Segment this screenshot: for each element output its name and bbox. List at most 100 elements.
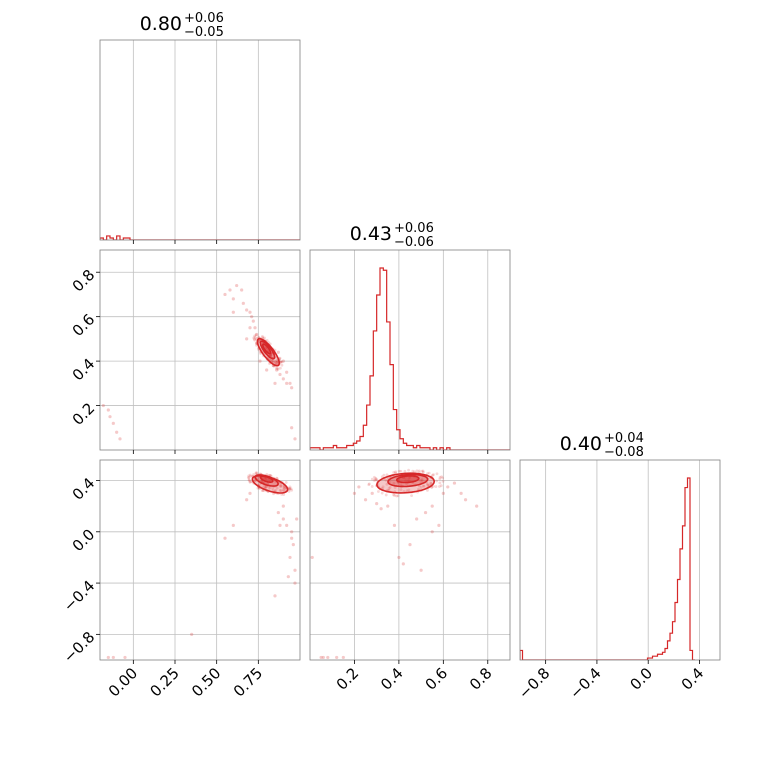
sample-point: [407, 468, 410, 472]
sample-point: [281, 377, 285, 381]
sample-point: [438, 481, 442, 485]
sample-point: [380, 475, 384, 479]
x-tick-label: 0.2: [333, 664, 363, 694]
sample-point: [279, 485, 282, 488]
sample-point: [429, 481, 433, 485]
sample-point: [284, 481, 288, 484]
sample-point: [438, 477, 442, 481]
param-title-plus: +0.04: [604, 431, 644, 446]
param-title-plus: +0.06: [184, 11, 224, 26]
sample-point: [256, 486, 260, 490]
sample-point: [288, 555, 292, 560]
sample-point: [415, 517, 419, 521]
sample-point: [422, 484, 426, 488]
param-title-median: 0.40: [560, 433, 602, 455]
sample-point: [384, 478, 388, 482]
sample-point: [290, 536, 294, 540]
sample-point: [430, 530, 434, 534]
sample-point: [251, 319, 255, 323]
sample-point: [399, 482, 403, 486]
sample-point: [252, 473, 256, 476]
sample-point: [293, 437, 297, 441]
sample-point: [393, 494, 397, 497]
sample-point: [288, 487, 292, 491]
sample-point: [408, 476, 412, 480]
sample-point: [278, 488, 282, 492]
sample-point: [403, 469, 407, 473]
sample-point: [375, 501, 379, 506]
sample-point: [417, 487, 420, 491]
sample-point: [363, 498, 368, 502]
sample-point: [290, 488, 294, 492]
sample-point: [397, 469, 401, 473]
sample-point: [247, 478, 251, 482]
sample-point: [274, 361, 278, 364]
sample-point: [111, 421, 115, 425]
sample-point: [111, 655, 115, 660]
pair-frame: [99, 249, 301, 451]
sample-point: [264, 485, 268, 489]
sample-point: [258, 359, 262, 363]
x-tick-label: 0.50: [188, 664, 224, 700]
sample-point: [273, 594, 277, 598]
hist-frame: [309, 249, 511, 451]
sample-point: [394, 470, 398, 474]
x-tick-label: 0.4: [377, 664, 407, 694]
sample-point: [352, 491, 357, 495]
hist-background: [310, 250, 510, 450]
sample-point: [434, 485, 438, 488]
sample-point: [281, 504, 285, 508]
sample-point: [420, 479, 424, 483]
sample-point: [118, 437, 122, 441]
sample-point: [421, 484, 425, 488]
sample-point: [396, 494, 400, 498]
sample-point: [419, 486, 423, 489]
sample-point: [386, 504, 390, 508]
sample-point: [106, 655, 110, 660]
sample-point: [257, 335, 261, 339]
sample-point: [247, 476, 251, 479]
sample-point: [253, 335, 257, 339]
sample-point: [282, 488, 285, 492]
y-tick-label: 0.2: [69, 399, 99, 429]
sample-point: [387, 487, 391, 490]
y-tick-label: 0.4: [69, 355, 99, 385]
sample-point: [420, 478, 424, 481]
sample-point: [388, 485, 392, 489]
x-tick-label: 0.8: [466, 664, 496, 694]
sample-point: [286, 575, 290, 579]
hist-background: [520, 460, 720, 660]
sample-point: [283, 486, 286, 490]
sample-point: [295, 517, 299, 521]
x-tick-label: 0.00: [105, 664, 141, 700]
sample-point: [423, 510, 428, 515]
sample-point: [278, 356, 282, 360]
hist-step-line: [310, 267, 510, 450]
sample-point: [405, 489, 409, 493]
sample-point: [253, 326, 257, 330]
hist-step-line: [100, 235, 300, 240]
x-tick-label: −0.4: [566, 664, 604, 702]
sample-point: [367, 483, 371, 487]
sample-point: [271, 486, 275, 490]
sample-point: [392, 523, 397, 527]
y-tick-label: −0.4: [60, 577, 98, 615]
sample-point: [392, 471, 396, 474]
sample-point: [432, 473, 435, 477]
sample-point: [269, 354, 273, 357]
sample-point: [370, 485, 374, 488]
sample-point: [240, 288, 244, 292]
sample-point: [280, 360, 284, 364]
sample-point: [370, 491, 374, 495]
sample-point: [392, 481, 396, 485]
sample-point: [426, 483, 430, 487]
sample-point: [265, 472, 269, 476]
sample-point: [426, 489, 429, 492]
sample-point: [382, 473, 386, 477]
sample-point: [245, 498, 249, 502]
sample-point: [293, 581, 297, 585]
sample-point: [263, 336, 266, 340]
sample-point: [267, 487, 271, 490]
hist-background: [100, 40, 300, 240]
sample-point: [384, 493, 388, 497]
